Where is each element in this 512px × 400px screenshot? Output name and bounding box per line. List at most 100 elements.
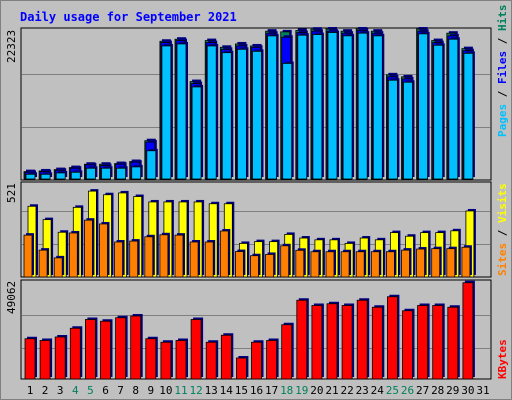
bar-pages-day-23 [357,32,368,180]
bar-pages-day-30 [463,52,474,180]
x-tick-label-day-27: 27 [416,384,429,397]
bar-pages-day-1 [25,173,36,180]
bar-pages-day-20 [312,34,323,180]
bar-sites-day-10 [159,234,169,278]
bar-sites-day-19 [295,249,305,278]
bar-sites-day-26 [401,249,410,278]
bar-kbytes-day-7 [115,317,126,380]
x-tick-label-day-24: 24 [371,384,385,397]
bar-sites-day-13 [204,241,214,278]
bar-sites-day-25 [385,251,395,278]
bar-pages-day-4 [70,171,81,180]
bar-sites-day-17 [265,254,275,278]
legend-kbytes: KBytes [496,339,509,379]
x-tick-label-day-22: 22 [340,384,353,397]
bar-kbytes-day-10 [160,341,172,380]
legend-pages: Pages [496,104,509,137]
bar-pages-day-24 [372,35,383,180]
legend-sites: Sites [496,243,509,276]
bar-pages-day-29 [448,38,459,180]
bar-kbytes-day-17 [266,340,278,380]
bar-sites-day-7 [114,241,123,278]
bars [23,27,476,380]
legend-pages-files-hits: Pages / Files / Hits [496,5,509,138]
legend-visits-sites: Sites / Visits [496,183,509,276]
bar-kbytes-day-30 [462,282,474,380]
bar-pages-day-12 [191,86,202,180]
bar-pages-day-16 [252,50,262,180]
bar-sites-day-30 [461,246,471,278]
bar-sites-day-18 [280,245,290,278]
legend-visits: Visits [496,183,509,223]
bar-pages-day-9 [146,150,157,180]
bar-sites-day-24 [370,251,380,278]
bar-sites-day-15 [234,251,244,278]
bar-pages-day-17 [267,35,278,180]
bar-pages-day-27 [418,33,429,180]
bar-kbytes-day-2 [39,340,51,380]
bar-kbytes-day-15 [235,357,247,380]
x-tick-label-day-9: 9 [147,384,154,397]
bar-kbytes-day-25 [386,296,398,380]
panel-pages-files-hits-max-label: 22323 [5,30,18,63]
bar-pages-day-8 [131,166,142,180]
x-tick-label-day-13: 13 [205,384,218,397]
bar-sites-day-9 [144,236,154,278]
x-tick-label-day-17: 17 [265,384,278,397]
bar-pages-day-28 [433,44,444,180]
x-tick-label-day-30: 30 [461,384,474,397]
x-tick-label-day-4: 4 [72,384,79,397]
bar-sites-day-4 [68,232,78,278]
bar-kbytes-day-26 [402,310,413,380]
bar-kbytes-day-29 [447,306,459,380]
bar-kbytes-day-16 [251,341,262,380]
x-tick-label-day-2: 2 [42,384,49,397]
bar-kbytes-day-22 [341,305,353,380]
bar-sites-day-28 [431,248,441,278]
bar-sites-day-8 [129,240,139,278]
bar-sites-day-5 [84,219,93,278]
x-tick-label-day-28: 28 [431,384,444,397]
bar-kbytes-day-21 [326,303,338,380]
legend-hits: Hits [496,5,509,32]
bar-kbytes-day-8 [130,315,142,380]
panel-kbytes-max-label: 49062 [5,281,18,314]
bar-kbytes-day-1 [24,338,36,380]
bar-pages-day-21 [327,32,338,180]
bar-pages-day-5 [86,167,96,180]
bar-kbytes-day-3 [54,336,66,380]
bar-kbytes-day-9 [145,338,157,380]
bar-pages-day-25 [387,79,398,180]
bar-kbytes-day-12 [190,319,202,380]
bar-pages-day-15 [236,48,247,180]
bar-kbytes-day-23 [356,299,368,380]
x-tick-label-day-25: 25 [386,384,399,397]
bar-sites-day-29 [446,248,456,278]
x-tick-label-day-11: 11 [174,384,187,397]
bar-pages-day-18 [282,63,293,180]
x-tick-label-day-8: 8 [132,384,139,397]
bar-sites-day-16 [250,255,259,278]
x-tick-label-day-29: 29 [446,384,459,397]
bar-pages-day-3 [55,172,66,180]
bar-sites-day-3 [53,257,63,278]
bar-kbytes-day-4 [69,327,81,380]
x-tick-label-day-3: 3 [57,384,64,397]
bar-pages-day-26 [403,81,413,180]
bar-pages-day-22 [342,35,353,180]
bar-kbytes-day-18 [281,324,293,380]
x-axis-labels: 1 2 3 4 5 6 7 8 9 10 11 12 13 14 15 16 17 18 19 20 21 22 23 24 2… [27,384,490,397]
bar-sites-day-12 [189,241,199,278]
bar-sites-day-14 [219,230,229,278]
bar-pages-day-2 [40,173,51,180]
x-tick-label-day-31: 31 [476,384,489,397]
bar-sites-day-21 [325,251,335,278]
x-tick-label-day-12: 12 [189,384,202,397]
x-tick-label-day-1: 1 [27,384,34,397]
bar-kbytes-day-19 [296,299,308,380]
bar-sites-day-1 [23,234,33,278]
bar-kbytes-day-28 [432,305,444,380]
x-tick-label-day-20: 20 [310,384,323,397]
